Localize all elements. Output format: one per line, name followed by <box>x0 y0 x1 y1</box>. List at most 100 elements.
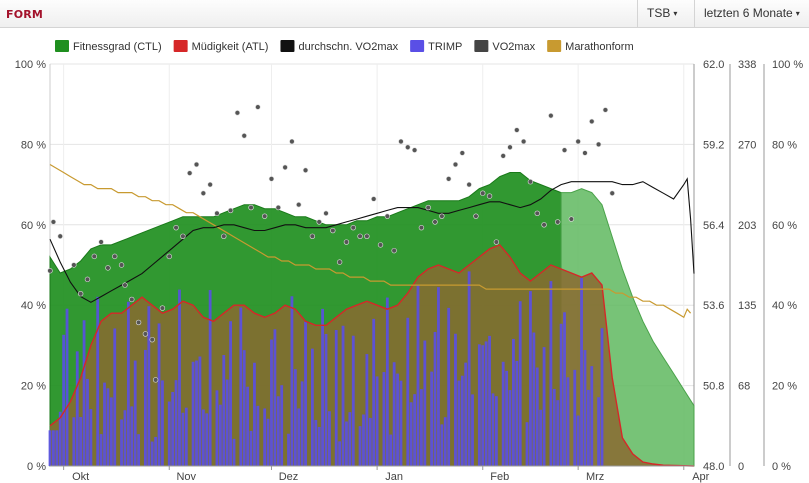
series-atl-line <box>49 244 695 467</box>
trimp-bar <box>413 394 416 466</box>
trimp-bar <box>79 416 83 466</box>
vo2max-point <box>302 167 309 173</box>
y-tick-vo2: 53.6 <box>703 300 724 312</box>
metric-dropdown[interactable]: TSB ▾ <box>637 0 694 27</box>
vo2max-point <box>234 110 241 116</box>
trimp-bar <box>416 285 420 466</box>
trimp-bar <box>389 434 393 466</box>
trimp-bar <box>205 413 209 466</box>
vo2max-point <box>364 233 370 239</box>
trimp-bar <box>505 370 508 466</box>
vo2max-point <box>466 181 472 188</box>
range-dropdown[interactable]: letzten 6 Monate ▾ <box>694 0 809 27</box>
vo2max-point <box>405 144 411 150</box>
vo2max-point <box>541 222 547 228</box>
vo2max-point <box>350 224 356 231</box>
trimp-bar <box>471 394 474 466</box>
y-tick-vo2: 50.8 <box>703 381 724 393</box>
legend-item-vo2_avg[interactable]: durchschn. VO2max <box>280 40 399 53</box>
y-tick-left: 60 % <box>21 220 46 232</box>
y-tick-trimp: 338 <box>738 59 756 71</box>
trimp-bar <box>467 271 471 466</box>
trimp-bar <box>144 349 147 466</box>
trimp-bar <box>249 430 253 466</box>
trimp-bar <box>396 373 399 466</box>
metric-dropdown-label: TSB <box>647 6 671 20</box>
legend-label-vo2: VO2max <box>492 41 535 53</box>
legend-label-atl: Müdigkeit (ATL) <box>192 41 269 53</box>
trimp-bar <box>324 333 328 466</box>
range-dropdown-label: letzten 6 Monate <box>704 6 793 20</box>
chevron-down-icon: ▾ <box>795 9 800 18</box>
legend-item-trimp[interactable]: TRIMP <box>410 40 462 53</box>
x-tick-label: Mrz <box>586 471 604 483</box>
legend: Fitnessgrad (CTL) Müdigkeit (ATL) durchsch… <box>55 40 634 53</box>
vo2max-point <box>71 262 77 268</box>
trimp-bar <box>225 379 229 466</box>
vo2max-point <box>221 233 227 239</box>
trimp-bar <box>266 418 270 466</box>
trimp-bar <box>399 380 403 466</box>
legend-swatch-vo2 <box>474 40 489 52</box>
trimp-bar <box>103 382 106 466</box>
trimp-bar <box>420 389 423 466</box>
trimp-bar <box>423 340 427 466</box>
trimp-bar <box>150 441 154 466</box>
vo2max-point <box>330 227 336 234</box>
vo2max-point <box>98 239 104 245</box>
vo2max-point <box>193 161 200 168</box>
y-tick-vo2: 48.0 <box>703 461 724 473</box>
trimp-bar <box>525 422 529 466</box>
legend-label-ctl: Fitnessgrad (CTL) <box>73 41 162 53</box>
vo2max-point <box>122 282 128 288</box>
trimp-bar <box>208 290 212 466</box>
vo2max-point <box>166 253 172 260</box>
y-tick-left: 0 % <box>27 461 46 473</box>
vo2max-point <box>129 296 135 303</box>
trimp-bar <box>317 426 321 466</box>
vo2max-point <box>187 170 193 176</box>
vo2max-point <box>486 193 493 199</box>
trimp-bar <box>113 328 117 466</box>
series-marathon <box>49 163 692 319</box>
y-tick-trimp: 270 <box>738 139 756 151</box>
vo2-average-line <box>49 177 695 303</box>
legend-item-atl[interactable]: Müdigkeit (ATL) <box>173 40 269 53</box>
trimp-bar <box>358 426 362 466</box>
trimp-bar <box>477 344 481 466</box>
vo2max-point <box>595 141 602 148</box>
trimp-bar <box>48 430 52 466</box>
vo2max-point <box>439 213 445 219</box>
y-tick-left: 100 % <box>15 59 46 71</box>
trimp-bar <box>273 329 277 466</box>
vo2max-point <box>500 153 506 159</box>
trimp-bar <box>488 335 491 466</box>
trimp-bar <box>539 409 543 466</box>
legend-swatch-ctl <box>55 40 69 52</box>
trimp-bar <box>430 371 434 466</box>
trimp-bar <box>86 378 89 466</box>
trimp-bar <box>287 433 290 466</box>
trimp-bar <box>406 317 410 466</box>
legend-item-ctl[interactable]: Fitnessgrad (CTL) <box>55 40 162 53</box>
vo2max-point <box>241 133 247 139</box>
legend-item-vo2[interactable]: VO2max <box>474 40 536 53</box>
trimp-bar <box>501 361 505 466</box>
vo2max-point <box>207 181 213 188</box>
vo2max-point <box>432 219 438 225</box>
vo2max-point <box>445 176 452 182</box>
x-tick-label: Apr <box>692 471 709 483</box>
vo2max-point <box>377 242 384 248</box>
trimp-bar <box>222 355 226 466</box>
atl-line <box>49 244 695 467</box>
vo2max-point <box>296 202 302 208</box>
legend-item-marathon[interactable]: Marathonform <box>547 40 634 53</box>
vo2max-point <box>275 204 281 211</box>
vo2max-point <box>527 179 534 185</box>
vo2max-point <box>91 253 97 260</box>
trimp-bar <box>580 277 583 466</box>
y-tick-right: 60 % <box>772 220 797 232</box>
trimp-bar <box>494 396 498 466</box>
vo2max-point <box>77 291 84 297</box>
trimp-bar <box>586 389 590 466</box>
